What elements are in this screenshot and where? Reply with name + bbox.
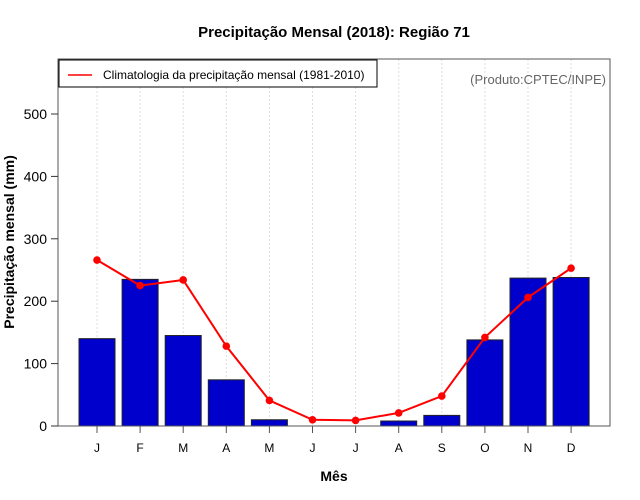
plot-frame (57, 58, 611, 427)
x-tick-label: F (136, 441, 143, 455)
climatology-polyline (96, 259, 572, 422)
bar-0 (78, 338, 116, 427)
y-axis: 0 100 200 300 400 500 (24, 106, 58, 434)
y-tick-label: 100 (24, 356, 48, 372)
climatology-point-7 (394, 409, 403, 417)
climatology-point-0 (93, 256, 101, 264)
bar-11 (552, 276, 590, 427)
x-tick-label: M (178, 441, 188, 455)
climatology-point-8 (438, 392, 446, 400)
y-tick-label: 500 (24, 106, 48, 122)
climatology-point-4 (265, 396, 274, 405)
bar-3 (207, 379, 245, 427)
legend-box (58, 59, 378, 88)
bar-2 (164, 335, 202, 427)
climatology-point-6 (351, 416, 360, 425)
climatology-point-2 (179, 276, 187, 284)
y-tick-label: 400 (24, 168, 48, 184)
x-tick-label: A (222, 441, 230, 455)
x-tick-label: J (353, 441, 359, 455)
x-tick-label: D (567, 441, 576, 455)
x-tick-label: J (94, 441, 100, 455)
climatology-point-5 (308, 415, 317, 424)
y-tick-label: 200 (24, 293, 48, 309)
bar-4 (250, 419, 288, 427)
bar-8 (423, 414, 461, 427)
bar-7 (380, 420, 418, 427)
x-tick-label: S (438, 441, 446, 455)
climatology-point-10 (524, 293, 532, 302)
x-tick-label: M (264, 441, 274, 455)
x-tick-label: N (524, 441, 533, 455)
y-axis-label: Precipitação mensal (mm) (1, 155, 17, 329)
chart-title: Precipitação Mensal (2018): Região 71 (198, 24, 470, 41)
x-tick-label: O (480, 441, 489, 455)
x-axis-label: Mês (320, 468, 347, 484)
x-tick-label: J (310, 441, 316, 455)
credit-annotation: (Produto:CPTEC/INPE) (470, 72, 606, 87)
bar-1 (121, 278, 159, 427)
climatology-point-11 (567, 264, 575, 272)
climatology-point-3 (222, 342, 231, 350)
y-tick-label: 0 (39, 418, 47, 434)
bar-9 (466, 339, 504, 427)
x-tick-label: A (395, 441, 403, 455)
climatology-point-9 (481, 333, 489, 342)
legend: Climatologia da precipitação mensal (198… (58, 59, 378, 88)
bar-10 (509, 277, 547, 427)
bars (78, 276, 590, 427)
climatology-point-1 (136, 281, 144, 290)
legend-label: Climatologia da precipitação mensal (198… (103, 68, 364, 82)
climatology-line (93, 256, 575, 425)
y-tick-label: 300 (24, 231, 48, 247)
